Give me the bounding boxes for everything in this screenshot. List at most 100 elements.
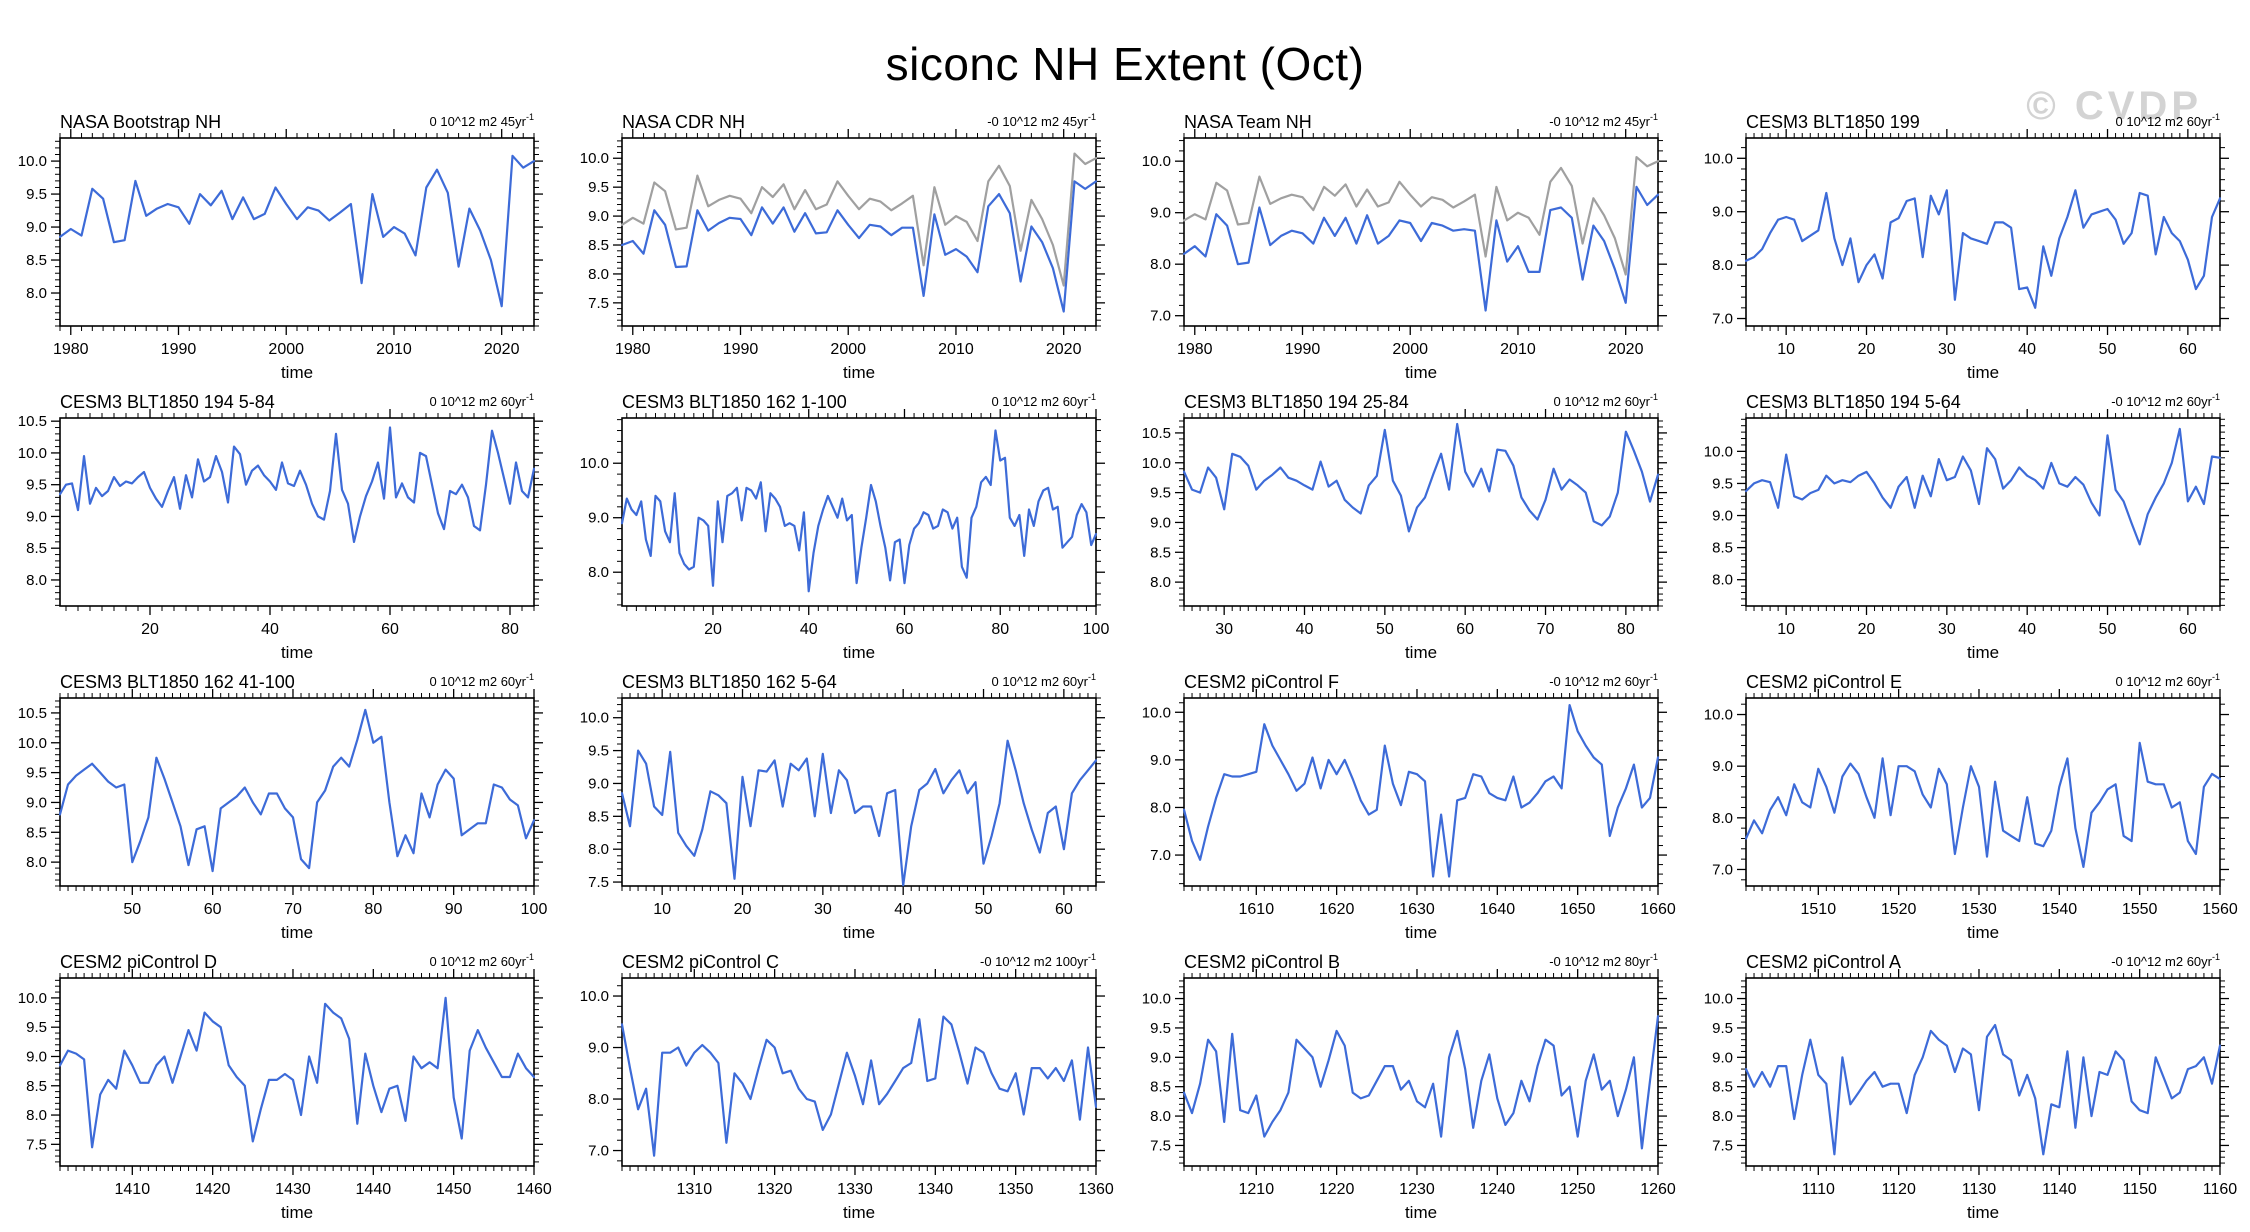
x-tick-label: 60 <box>204 901 222 918</box>
x-tick-label: 50 <box>2099 341 2117 358</box>
x-tick-label: 1650 <box>1560 901 1596 918</box>
x-tick-label: 1260 <box>1640 1181 1676 1198</box>
x-tick-label: 1980 <box>1177 341 1213 358</box>
y-tick-label: 8.0 <box>1712 257 1733 274</box>
chart-cell-16: CESM2 piControl A -0 10^12 m2 60yr-1 7.5 8.… <box>1688 944 2250 1224</box>
chart-title: CESM3 BLT1850 162 41-100 <box>60 672 295 692</box>
x-tick-label: 80 <box>991 621 1009 638</box>
plot-box <box>1745 137 2221 327</box>
y-tick-label: 7.0 <box>1712 311 1733 328</box>
x-axis-label: time <box>281 1203 313 1222</box>
y-tick-label: 8.0 <box>1712 810 1733 827</box>
trend-label: -0 10^12 m2 60yr-1 <box>2111 392 2220 409</box>
x-tick-label: 1140 <box>2042 1181 2077 1198</box>
chart-svg: CESM2 piControl C -0 10^12 m2 100yr-1 7.0 8… <box>580 952 1114 1222</box>
plot-box <box>59 417 535 607</box>
x-tick-label: 2010 <box>1500 341 1536 358</box>
y-tick-label: 10.0 <box>18 990 47 1007</box>
y-tick-label: 9.0 <box>26 1048 47 1065</box>
y-tick-label: 9.0 <box>588 510 609 527</box>
y-tick-label: 9.0 <box>26 219 47 236</box>
x-tick-label: 60 <box>2179 621 2197 638</box>
x-tick-label: 1410 <box>115 1181 151 1198</box>
chart-title: CESM2 piControl E <box>1746 672 1902 692</box>
x-tick-label: 1640 <box>1480 901 1516 918</box>
x-tick-label: 60 <box>896 621 914 638</box>
data-line <box>59 426 535 543</box>
x-tick-label: 1130 <box>1962 1181 1997 1198</box>
y-tick-label: 8.0 <box>1712 572 1733 589</box>
x-tick-label: 1510 <box>1801 901 1837 918</box>
chart-title: CESM2 piControl F <box>1184 672 1339 692</box>
x-tick-label: 1310 <box>677 1181 713 1198</box>
x-tick-label: 30 <box>1215 621 1233 638</box>
data-line <box>1745 1023 2221 1156</box>
data-line <box>621 429 1097 593</box>
x-axis-label: time <box>1967 923 1999 942</box>
y-tick-label: 9.5 <box>26 186 47 203</box>
y-tick-label: 8.5 <box>588 808 609 825</box>
x-axis-label: time <box>843 363 875 382</box>
plot-box <box>59 977 535 1167</box>
y-tick-label: 8.5 <box>1712 1079 1733 1096</box>
x-tick-label: 40 <box>894 901 912 918</box>
chart-cell-12: CESM2 piControl E 0 10^12 m2 60yr-1 7.0 8.0… <box>1688 664 2250 944</box>
y-tick-label: 9.5 <box>1150 485 1171 502</box>
cvdp-watermark: © CVDP <box>2026 84 2202 128</box>
x-tick-label: 1440 <box>356 1181 392 1198</box>
y-tick-label: 8.0 <box>1150 574 1171 591</box>
plot-box <box>1183 417 1659 607</box>
chart-title: CESM3 BLT1850 199 <box>1746 112 1920 132</box>
chart-svg: CESM2 piControl A -0 10^12 m2 60yr-1 7.5 8.… <box>1704 952 2238 1222</box>
x-axis-label: time <box>1405 923 1437 942</box>
data-line <box>621 180 1097 313</box>
reference-line <box>621 152 1097 287</box>
x-tick-label: 50 <box>123 901 141 918</box>
x-tick-label: 20 <box>141 621 159 638</box>
trend-label: -0 10^12 m2 45yr-1 <box>1549 112 1658 129</box>
x-tick-label: 40 <box>2018 621 2036 638</box>
chart-title: CESM3 BLT1850 194 5-84 <box>60 392 275 412</box>
x-tick-label: 2000 <box>268 341 304 358</box>
y-tick-label: 7.5 <box>26 1136 47 1153</box>
y-tick-label: 7.5 <box>1712 1137 1733 1154</box>
y-tick-label: 8.0 <box>1150 256 1171 273</box>
y-tick-label: 9.0 <box>1712 1049 1733 1066</box>
data-line <box>1183 185 1659 312</box>
x-axis-label: time <box>1967 363 1999 382</box>
trend-label: 0 10^12 m2 60yr-1 <box>992 392 1096 409</box>
trend-label: -0 10^12 m2 80yr-1 <box>1549 952 1658 969</box>
chart-cell-9: CESM3 BLT1850 162 41-100 0 10^12 m2 60yr-… <box>2 664 564 944</box>
y-tick-label: 9.5 <box>588 179 609 196</box>
chart-cell-3: NASA Team NH -0 10^12 m2 45yr-1 7.0 8.0 9.0 1… <box>1126 104 1688 384</box>
chart-svg: CESM3 BLT1850 199 0 10^12 m2 60yr-1 7.0 8.0… <box>1704 112 2229 382</box>
trend-label: -0 10^12 m2 45yr-1 <box>987 112 1096 129</box>
x-tick-label: 1450 <box>436 1181 472 1198</box>
x-tick-label: 1150 <box>2122 1181 2157 1198</box>
chart-svg: CESM2 piControl F -0 10^12 m2 60yr-1 7.0 8.… <box>1142 672 1676 942</box>
x-tick-label: 1980 <box>615 341 651 358</box>
data-line <box>59 996 535 1149</box>
x-tick-label: 1660 <box>1640 901 1676 918</box>
y-tick-label: 9.0 <box>1712 758 1733 775</box>
chart-title: CESM2 piControl A <box>1746 952 1901 972</box>
x-tick-label: 1990 <box>723 341 759 358</box>
y-tick-label: 8.0 <box>1150 799 1171 816</box>
y-tick-label: 10.0 <box>1142 704 1171 721</box>
y-tick-label: 10.0 <box>1142 455 1171 472</box>
chart-cell-7: CESM3 BLT1850 194 25-84 0 10^12 m2 60yr-1… <box>1126 384 1688 664</box>
y-tick-label: 7.0 <box>1150 847 1171 864</box>
chart-cell-8: CESM3 BLT1850 194 5-64 -0 10^12 m2 60yr-1… <box>1688 384 2250 664</box>
chart-svg: NASA CDR NH -0 10^12 m2 45yr-1 7.5 8.0 8.5 9.… <box>580 112 1105 382</box>
x-axis-label: time <box>1405 643 1437 662</box>
x-tick-label: 1990 <box>161 341 197 358</box>
x-tick-label: 1320 <box>757 1181 793 1198</box>
x-tick-label: 10 <box>1777 341 1795 358</box>
y-tick-label: 8.0 <box>588 1091 609 1108</box>
y-tick-label: 9.5 <box>588 743 609 760</box>
plot-box <box>59 697 535 887</box>
x-tick-label: 70 <box>284 901 302 918</box>
chart-cell-11: CESM2 piControl F -0 10^12 m2 60yr-1 7.0 8.… <box>1126 664 1688 944</box>
y-tick-label: 7.5 <box>1150 1137 1171 1154</box>
y-tick-label: 8.0 <box>588 266 609 283</box>
